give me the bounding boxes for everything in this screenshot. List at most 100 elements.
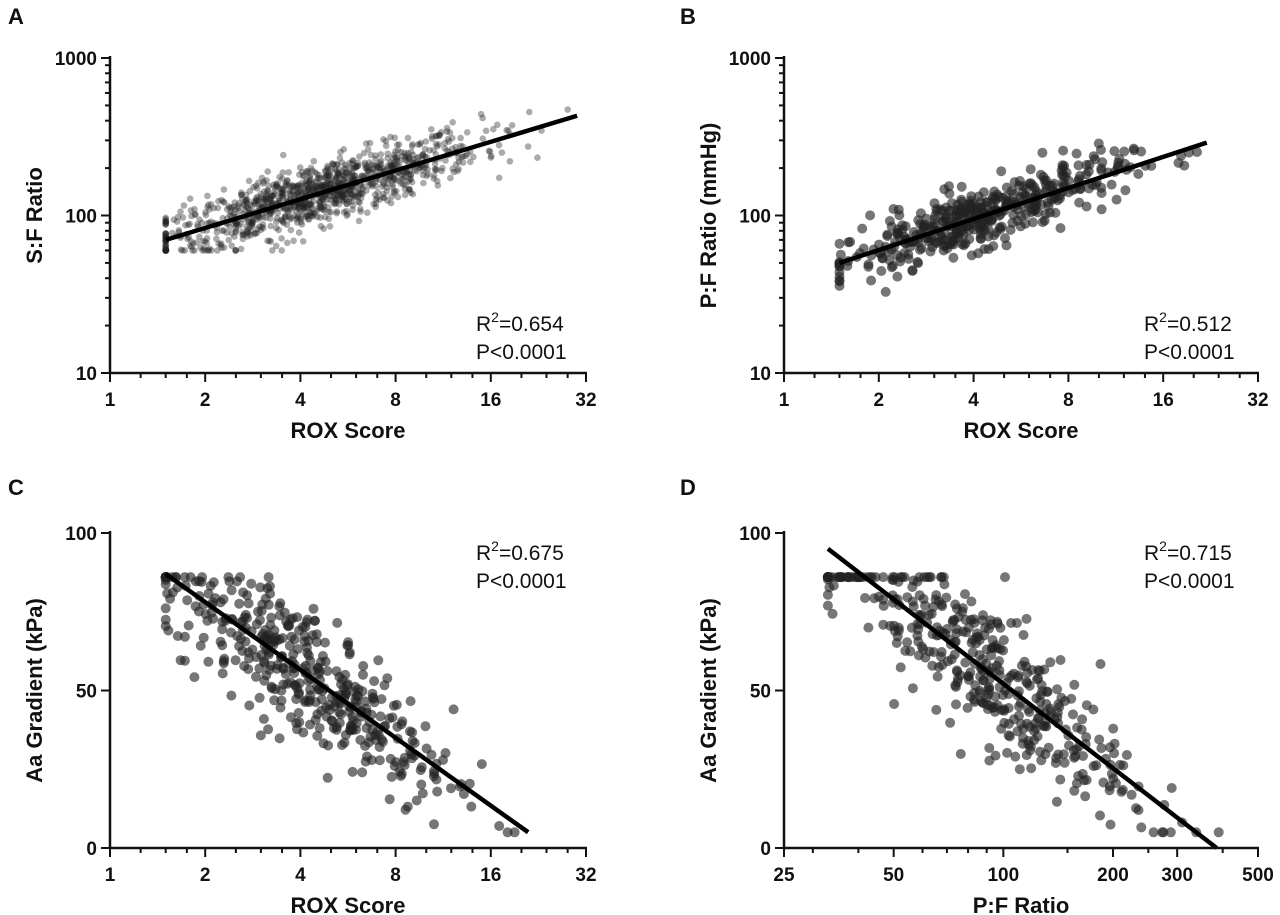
data-point: [907, 683, 918, 694]
data-point: [207, 218, 215, 225]
data-point: [288, 214, 295, 222]
data-point: [301, 205, 309, 212]
data-point: [273, 182, 281, 190]
data-point: [266, 612, 277, 623]
data-point: [948, 252, 959, 263]
data-point: [335, 173, 343, 180]
data-point: [303, 177, 310, 185]
data-point: [994, 665, 1005, 676]
data-point: [1013, 672, 1023, 683]
data-point: [262, 193, 270, 201]
data-point: [1109, 146, 1120, 157]
data-point: [283, 181, 290, 188]
data-point: [1158, 827, 1169, 838]
data-point: [240, 202, 248, 209]
data-point: [260, 224, 267, 232]
data-point: [271, 184, 279, 191]
data-point: [169, 229, 176, 237]
data-point: [950, 681, 961, 692]
data-point: [162, 247, 169, 254]
data-point: [318, 205, 326, 212]
data-point: [295, 203, 303, 210]
data-point: [346, 187, 354, 194]
data-point: [364, 163, 371, 170]
data-point: [417, 788, 428, 799]
data-point: [438, 167, 445, 175]
data-point: [1068, 709, 1078, 720]
data-point: [389, 178, 396, 185]
data-point: [319, 196, 326, 203]
data-point: [1133, 805, 1144, 816]
data-point: [196, 233, 203, 241]
data-point: [458, 153, 466, 161]
data-point: [207, 201, 215, 208]
data-point: [261, 202, 268, 209]
data-point: [462, 152, 470, 160]
data-point: [1036, 755, 1047, 766]
data-point: [931, 204, 942, 215]
data-point: [422, 138, 430, 145]
data-point: [340, 208, 348, 216]
data-point: [254, 692, 265, 703]
data-point: [317, 214, 324, 221]
data-point: [355, 198, 362, 206]
data-point: [381, 194, 388, 202]
data-point: [243, 647, 254, 658]
data-point: [343, 169, 350, 176]
data-point: [302, 213, 310, 221]
data-point: [1088, 151, 1099, 162]
data-point: [292, 202, 300, 210]
data-point: [245, 230, 252, 237]
data-point: [282, 213, 289, 221]
data-point: [399, 152, 406, 160]
data-point: [247, 227, 255, 235]
data-point: [269, 695, 280, 706]
data-point: [325, 208, 333, 216]
data-point: [349, 165, 357, 172]
data-point: [337, 188, 345, 195]
data-point: [991, 227, 1002, 238]
data-point: [379, 194, 387, 201]
data-point: [403, 157, 411, 165]
data-point: [938, 572, 949, 583]
data-point: [277, 216, 285, 224]
data-point: [225, 236, 232, 244]
data-point: [226, 223, 233, 231]
data-point: [432, 140, 440, 148]
data-point: [966, 191, 977, 202]
data-point: [506, 158, 514, 165]
data-point: [373, 163, 381, 170]
data-point: [1071, 778, 1082, 789]
data-point: [889, 699, 900, 709]
data-point: [439, 164, 446, 172]
data-point: [250, 198, 258, 205]
data-point: [984, 623, 994, 634]
data-point: [884, 255, 895, 266]
data-point: [350, 157, 357, 164]
data-point: [206, 245, 213, 252]
data-point: [304, 695, 315, 706]
data-point: [162, 247, 169, 254]
data-point: [1030, 718, 1041, 729]
data-point: [495, 174, 503, 182]
data-point: [251, 229, 259, 237]
data-point: [301, 181, 309, 189]
data-point: [1096, 743, 1107, 754]
data-point: [996, 166, 1007, 177]
data-point: [1024, 178, 1035, 189]
data-point: [966, 596, 977, 607]
data-point: [265, 198, 272, 206]
data-point: [268, 198, 275, 206]
data-point: [162, 241, 169, 249]
x-tick-label: 2: [200, 390, 211, 411]
data-point: [318, 194, 325, 201]
data-point: [301, 642, 312, 653]
data-point: [339, 175, 347, 183]
data-point: [348, 198, 356, 205]
data-point: [384, 180, 392, 187]
data-point: [271, 190, 278, 198]
data-point: [313, 170, 321, 177]
data-point: [284, 207, 292, 215]
data-point: [326, 223, 334, 230]
data-point: [977, 615, 988, 626]
